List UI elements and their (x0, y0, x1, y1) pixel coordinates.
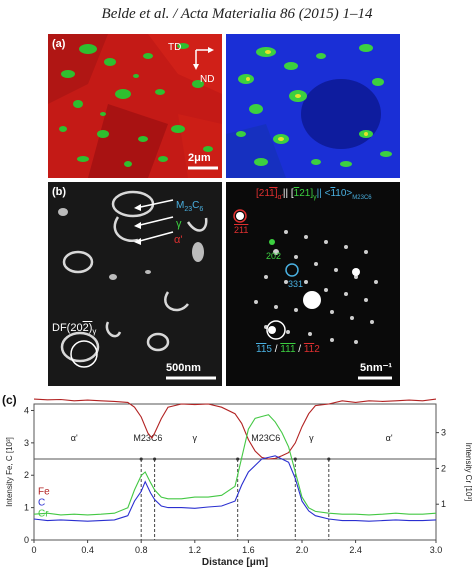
x-tick-label: 2.4 (349, 545, 362, 555)
df-aperture-circle (70, 340, 98, 368)
phase-label: γ (193, 433, 198, 443)
scale-bar-b-left-label: 500nm (166, 362, 201, 374)
spot-331-marker (285, 263, 299, 277)
arrow-alpha (135, 231, 174, 243)
intensity-profile-chart: α' M23C6 γ M23C6 γ α' 0 0.4 0.8 1.2 1.6 2.0 2.4 3.0 0 1… (5, 398, 473, 568)
df-index-b: 2) (82, 322, 93, 334)
plot-frame (33, 403, 437, 541)
phase-map-blue-green-texture (226, 34, 400, 178)
y-left-tick-label: 2 (24, 470, 29, 480)
phase-boundary-dot (293, 457, 297, 461)
za-sep2: || < (316, 188, 331, 199)
df-label: DF(202)γ (52, 322, 96, 338)
alpha-label: α' (174, 234, 183, 246)
spot-202-label: 202 (266, 251, 282, 261)
y-left-tick-label: 0 (24, 535, 29, 545)
gamma-label: γ (176, 218, 182, 230)
bl-b: 5 (266, 344, 272, 355)
za-gamma-sub: γ (313, 194, 317, 201)
panel-a-label: (a) (52, 38, 66, 50)
m23c6-sub23: 23 (184, 206, 193, 213)
x-tick-label: 1.6 (242, 545, 255, 555)
phase-boundary-dot (236, 457, 240, 461)
spot-202-marker (269, 239, 275, 245)
za-m-a: 1 (330, 188, 336, 199)
bl-d: 1 (289, 344, 296, 355)
series-line-cr (33, 414, 437, 516)
m23c6-sub6: 6 (199, 206, 204, 213)
spot-211-label: 211 (234, 225, 249, 235)
y-right-tick-label: 3 (441, 428, 446, 438)
y-left-tick-label: 1 (24, 503, 29, 513)
df-spot-circle (266, 320, 286, 340)
phase-label: α' (71, 433, 78, 443)
y-right-tick-label: 2 (441, 463, 446, 473)
bl-sep2: / (295, 344, 304, 355)
x-tick-label: 0.8 (135, 545, 148, 555)
m23c6-c: C (192, 200, 200, 211)
phase-label: α' (386, 433, 393, 443)
series-line-fe (33, 398, 437, 460)
tem-dark-field-texture (48, 182, 222, 386)
legend-entry-fe: Fe (38, 487, 50, 498)
za-alpha-sub: α' (277, 194, 283, 201)
bl-f: 2 (314, 344, 320, 355)
phase-boundary-dot (139, 457, 143, 461)
za-m-b: 10> (335, 188, 353, 199)
y-left-tick-label: 4 (24, 405, 29, 415)
nd-label: ND (200, 74, 215, 85)
diffraction-pattern: [211]α'|| [121]γ|| <110>M23C6 211 202 33… (226, 182, 400, 386)
y-left-axis-label: Intensity Fe, C [10³] (5, 437, 14, 507)
td-label: TD (168, 42, 182, 53)
phase-boundary-dot (153, 457, 157, 461)
x-tick-label: 3.0 (430, 545, 443, 555)
m23c6-m: M (176, 200, 185, 211)
x-tick-label: 0.4 (81, 545, 94, 555)
bl-a: 11 (256, 344, 267, 355)
spot-211-marker (233, 209, 247, 223)
phase-label: γ (309, 433, 314, 443)
df-index-a: (20 (66, 322, 83, 334)
y-right-tick-label: 1 (441, 499, 446, 509)
scale-bar-a-label: 2μm (188, 152, 211, 164)
series-line-c (33, 455, 437, 522)
bottom-index-label: 115 / 111 / 112 (256, 344, 320, 356)
za-gamma-a: 1 (293, 188, 300, 199)
scale-bar-b-right-label: 5nm⁻¹ (360, 362, 393, 374)
x-tick-label: 0 (31, 545, 36, 555)
journal-citation: Belde et al. / Acta Materialia 86 (2015)… (101, 6, 373, 22)
tem-dark-field-image: (b) M23C6 γ α' DF(202)γ 500nm (48, 182, 222, 386)
phase-map-blue-green (226, 34, 400, 178)
za-gamma-b: 21] (299, 188, 314, 199)
zone-axis-label: [211]α'|| [121]γ|| <110>M23C6 (256, 188, 372, 204)
x-tick-label: 1.2 (189, 545, 202, 555)
panel-c-label: (c) (2, 393, 17, 407)
bl-sep1: / (271, 344, 281, 355)
phase-label: M23C6 (133, 433, 162, 443)
za-m-sub: M23C6 (352, 195, 372, 201)
za-alpha-b: 1] (269, 188, 278, 199)
phase-label: M23C6 (251, 433, 280, 443)
arrow-gamma (135, 216, 174, 227)
m23c6-label: M23C6 (176, 200, 203, 216)
x-tick-label: 2.0 (296, 545, 309, 555)
y-right-axis-label: Intensity Cr [10³] (464, 443, 473, 502)
y-left-tick-label: 3 (24, 438, 29, 448)
df-text: DF (52, 322, 67, 334)
phase-map-red-green: (a) TD ND 2μm (48, 34, 222, 178)
legend-entry-cr: Cr (38, 509, 49, 520)
phase-map-red-green-texture (48, 34, 222, 178)
bl-e: 11 (303, 344, 315, 355)
bl-c: 11 (280, 344, 290, 355)
df-gamma: γ (92, 327, 97, 337)
x-axis-label: Distance [μm] (202, 557, 268, 568)
phase-boundary-dot (327, 457, 331, 461)
za-alpha-a: [21 (256, 188, 270, 199)
za-sep1: || [ (282, 188, 294, 199)
panel-b-label: (b) (52, 186, 67, 198)
diffraction-spots (226, 182, 400, 386)
legend-entry-c: C (38, 498, 45, 509)
spot-331-label: 331 (288, 279, 304, 289)
arrow-m23c6 (135, 199, 174, 209)
